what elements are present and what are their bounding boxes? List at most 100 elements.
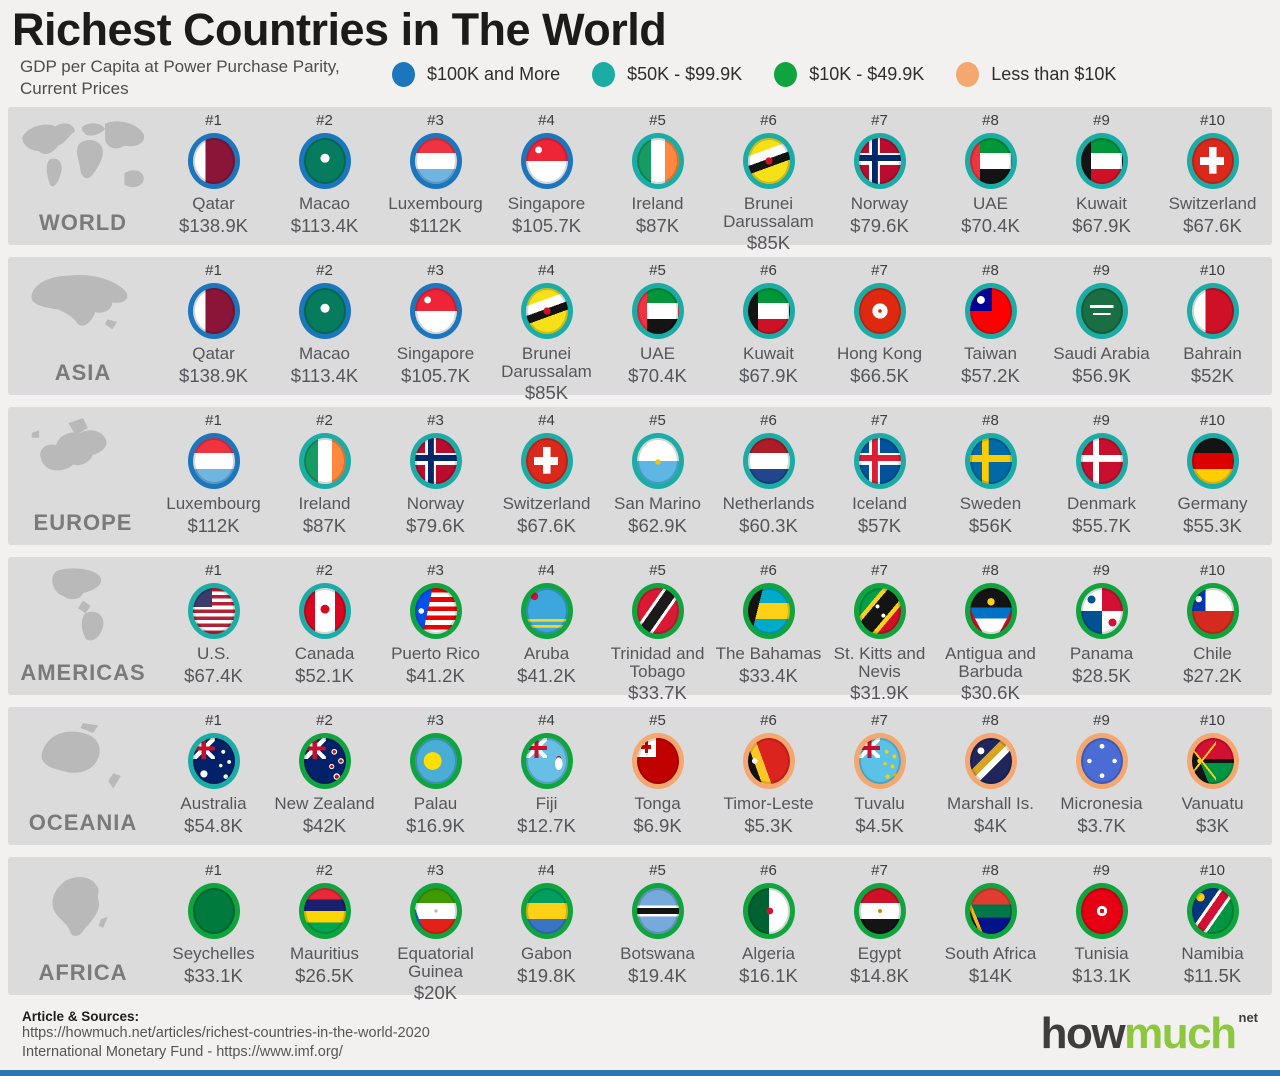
country-name: Aruba — [523, 643, 570, 663]
country-name: Norway — [406, 493, 465, 513]
country-card-norway: #7 Norway $79.6K — [824, 112, 935, 245]
region-label-americas: AMERICAS — [20, 659, 146, 685]
mauritius-flag-icon — [298, 882, 351, 939]
country-value: $16.1K — [739, 964, 798, 986]
country-name: Tonga — [634, 793, 681, 813]
country-value: $14K — [968, 964, 1013, 986]
country-name: Botswana — [620, 943, 695, 963]
rank-label: #5 — [649, 261, 666, 279]
country-card-uae: #8 UAE $70.4K — [935, 112, 1046, 245]
country-value: $14.8K — [850, 964, 909, 986]
country-name: Seychelles — [172, 943, 255, 963]
switzerland-flag-icon — [1186, 132, 1239, 189]
rank-label: #2 — [316, 561, 333, 579]
palau-flag-icon — [409, 732, 462, 789]
country-value: $31.9K — [850, 682, 909, 704]
rank-label: #2 — [316, 861, 333, 879]
country-card-bahrain: #10 Bahrain $52K — [1157, 262, 1268, 395]
rank-label: #7 — [871, 111, 888, 129]
ireland-flag-icon — [298, 432, 351, 489]
country-name: St. Kitts and Nevis — [833, 643, 926, 681]
country-value: $33.7K — [628, 682, 687, 704]
region-zone-oceania: OCEANIA — [8, 707, 158, 845]
country-value: $79.6K — [850, 214, 909, 236]
rank-label: #8 — [982, 861, 999, 879]
luxembourg-flag-icon — [187, 432, 240, 489]
country-name: The Bahamas — [715, 643, 822, 663]
source-url-article: https://howmuch.net/articles/richest-cou… — [22, 1024, 430, 1041]
country-card-denmark: #9 Denmark $55.7K — [1046, 412, 1157, 545]
rank-label: #1 — [205, 261, 222, 279]
country-card-gabon: #4 Gabon $19.8K — [491, 862, 602, 995]
seychelles-flag-icon — [187, 882, 240, 939]
rank-label: #1 — [205, 561, 222, 579]
country-card-kuwait: #9 Kuwait $67.9K — [1046, 112, 1157, 245]
rank-label: #8 — [982, 711, 999, 729]
rank-label: #8 — [982, 411, 999, 429]
rank-label: #10 — [1199, 561, 1226, 579]
antigua-and-barbuda-flag-icon — [964, 582, 1017, 639]
new-zealand-flag-icon — [298, 732, 351, 789]
country-card-egypt: #7 Egypt $14.8K — [824, 862, 935, 995]
country-name: Canada — [294, 643, 355, 663]
country-value: $12.7K — [517, 814, 576, 836]
country-name: Hong Kong — [836, 343, 923, 363]
country-card-brunei-darussalam: #6 Brunei Darussalam $85K — [713, 112, 824, 254]
country-card-equatorial-guinea: #3 Equatorial Guinea $20K — [380, 862, 491, 1004]
region-zone-world: WORLD — [8, 107, 158, 245]
uae-flag-icon — [631, 282, 684, 339]
region-label-oceania: OCEANIA — [28, 809, 138, 835]
country-card-germany: #10 Germany $55.3K — [1157, 412, 1268, 545]
rank-label: #7 — [871, 561, 888, 579]
country-name: Ireland — [298, 493, 351, 513]
howmuch-logo: howmuch net — [1041, 1011, 1258, 1056]
netherlands-flag-icon — [742, 432, 795, 489]
country-value: $57.2K — [961, 364, 1020, 386]
country-value: $62.9K — [628, 514, 687, 536]
country-value: $79.6K — [406, 514, 465, 536]
region-zone-africa: AFRICA — [8, 857, 158, 995]
country-name: South Africa — [944, 943, 1037, 963]
country-value: $41.2K — [406, 664, 465, 686]
rank-label: #1 — [205, 111, 222, 129]
country-value: $4.5K — [855, 814, 904, 836]
subtitle-line-1: GDP per Capita at Power Purchase Parity, — [20, 57, 340, 77]
rank-label: #2 — [316, 261, 333, 279]
country-name: Bahrain — [1183, 343, 1242, 363]
subtitle: GDP per Capita at Power Purchase Parity,… — [20, 56, 392, 99]
rank-label: #3 — [427, 561, 444, 579]
u-s-flag-icon — [187, 582, 240, 639]
country-name: Vanuatu — [1181, 793, 1244, 813]
rank-label: #6 — [760, 711, 777, 729]
puerto-rico-flag-icon — [409, 582, 462, 639]
rank-label: #9 — [1093, 561, 1110, 579]
country-card-puerto-rico: #3 Puerto Rico $41.2K — [380, 562, 491, 695]
country-value: $57K — [857, 514, 902, 536]
country-card-ireland: #2 Ireland $87K — [269, 412, 380, 545]
country-card-the-bahamas: #6 The Bahamas $33.4K — [713, 562, 824, 695]
country-card-netherlands: #6 Netherlands $60.3K — [713, 412, 824, 545]
page-title: Richest Countries in The World — [12, 4, 667, 55]
country-card-marshall-is: #8 Marshall Is. $4K — [935, 712, 1046, 845]
country-card-kuwait: #6 Kuwait $67.9K — [713, 262, 824, 395]
country-name: Saudi Arabia — [1053, 343, 1150, 363]
country-name: Mauritius — [290, 943, 359, 963]
rank-label: #4 — [538, 261, 555, 279]
country-name: Denmark — [1067, 493, 1136, 513]
country-name: Switzerland — [1168, 193, 1257, 213]
rank-label: #3 — [427, 411, 444, 429]
country-card-micronesia: #9 Micronesia $3.7K — [1046, 712, 1157, 845]
rank-label: #10 — [1199, 261, 1226, 279]
rank-label: #6 — [760, 861, 777, 879]
region-label-africa: AFRICA — [38, 959, 128, 985]
ireland-flag-icon — [631, 132, 684, 189]
rank-label: #5 — [649, 411, 666, 429]
rank-label: #7 — [871, 261, 888, 279]
rank-label: #9 — [1093, 711, 1110, 729]
country-card-antigua-and-barbuda: #8 Antigua and Barbuda $30.6K — [935, 562, 1046, 704]
country-card-qatar: #1 Qatar $138.9K — [158, 112, 269, 245]
tuvalu-flag-icon — [853, 732, 906, 789]
country-cards: #1 Qatar $138.9K #2 Macao $113.4K #3 Singapore $… — [158, 257, 1272, 404]
rank-label: #10 — [1199, 111, 1226, 129]
country-name: U.S. — [196, 643, 231, 663]
